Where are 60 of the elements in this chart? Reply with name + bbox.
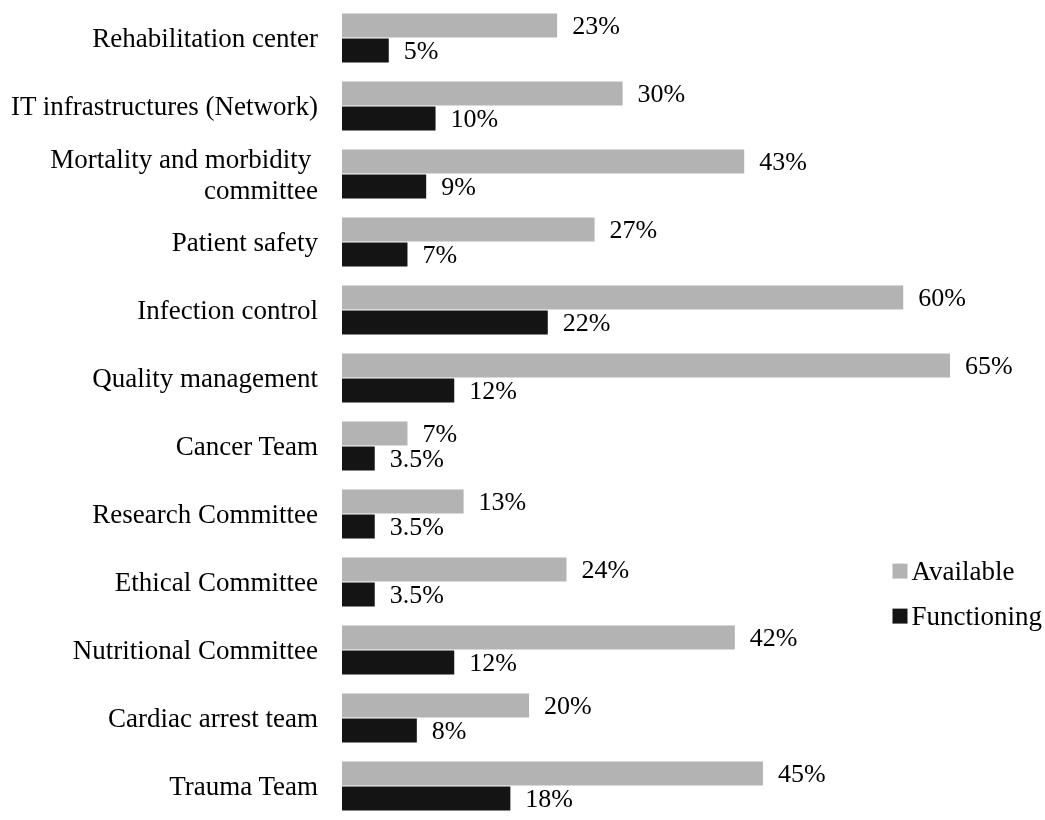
- bar: [342, 489, 464, 514]
- bar: [342, 38, 389, 63]
- bar: [342, 557, 567, 582]
- data-label: 43%: [759, 147, 807, 177]
- bar: [342, 106, 436, 131]
- legend-label: Functioning: [911, 601, 1043, 632]
- data-label: 22%: [562, 307, 611, 337]
- data-label: 10%: [450, 103, 499, 133]
- data-label: 12%: [469, 647, 517, 677]
- bar: [342, 285, 904, 310]
- bar: [342, 174, 427, 199]
- bar: [342, 693, 530, 718]
- data-label: 30%: [637, 79, 686, 109]
- bar: [342, 582, 375, 607]
- bar: [342, 446, 375, 471]
- y-tick-label: Mortality and morbidity committee: [50, 143, 319, 205]
- y-tick-label: IT infrastructures (Network): [11, 91, 318, 121]
- bar: [342, 353, 950, 378]
- data-label: 5%: [403, 35, 439, 65]
- data-label: 45%: [777, 759, 826, 789]
- bar: [342, 625, 735, 650]
- y-tick-label: Cancer Team: [175, 431, 318, 461]
- data-label: 24%: [581, 555, 630, 585]
- bar: [342, 421, 408, 446]
- y-tick-label: Research Committee: [92, 499, 319, 529]
- y-tick-label: Quality management: [92, 363, 319, 393]
- legend-label: Available: [911, 556, 1015, 587]
- data-label: 3.5%: [389, 511, 444, 541]
- bar: [342, 650, 455, 675]
- data-label: 9%: [441, 171, 476, 201]
- bar: [342, 217, 595, 242]
- data-label: 7%: [422, 239, 458, 269]
- data-label: 8%: [431, 715, 467, 745]
- y-tick-label: Trauma Team: [169, 771, 318, 801]
- y-tick-label: Patient safety: [171, 227, 319, 257]
- bar: [342, 242, 408, 267]
- y-tick-label: Ethical Committee: [114, 567, 319, 597]
- y-tick-label: Nutritional Committee: [72, 635, 319, 665]
- y-tick-label: Cardiac arrest team: [108, 703, 318, 733]
- bar: [342, 13, 558, 38]
- data-label: 12%: [469, 375, 517, 405]
- bar: [342, 310, 548, 335]
- data-label: 42%: [749, 623, 798, 653]
- bar: [342, 718, 417, 743]
- bar: [342, 786, 511, 811]
- data-label: 65%: [965, 351, 1013, 381]
- data-label: 13%: [478, 487, 527, 517]
- data-label: 3.5%: [389, 579, 444, 609]
- data-label: 18%: [525, 783, 574, 813]
- bar: [342, 514, 375, 539]
- data-label: 20%: [544, 691, 592, 721]
- bar: [342, 81, 623, 106]
- y-tick-label: Rehabilitation center: [92, 23, 318, 53]
- y-tick-label: Infection control: [137, 295, 318, 325]
- data-label: 27%: [609, 215, 658, 245]
- bar: [342, 761, 763, 786]
- data-label: 60%: [918, 283, 966, 313]
- data-label: 23%: [572, 11, 620, 41]
- bar: [342, 378, 455, 403]
- bar: [342, 149, 745, 174]
